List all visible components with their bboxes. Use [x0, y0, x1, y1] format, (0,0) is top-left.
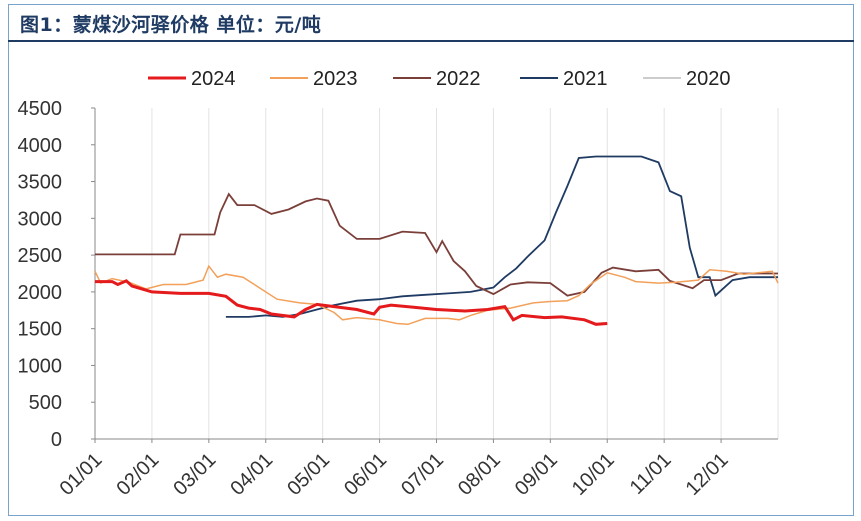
- x-tick-label: 10/01: [568, 449, 619, 500]
- y-tick-labels: 0 500 1000 1500 2000 2500 3000 3500 4000 4500: [18, 98, 95, 451]
- title-divider: [8, 40, 854, 42]
- y-tick-label: 500: [29, 392, 62, 414]
- y-tick-label: 2500: [18, 245, 63, 267]
- x-tick-label: 09/01: [511, 449, 562, 500]
- x-tick-label: 05/01: [283, 449, 334, 500]
- legend-label-2020: 2020: [686, 68, 731, 90]
- x-tick-label: 12/01: [682, 449, 733, 500]
- chart-frame: [8, 4, 854, 516]
- series-line-2024: [95, 279, 608, 326]
- y-tick-label: 1500: [18, 319, 63, 341]
- series-line-2022: [95, 192, 778, 297]
- y-tick-label: 4000: [18, 135, 63, 157]
- x-tick-labels: 01/01 02/01 03/01 04/01 05/01 06/01 07/01 08/01…: [56, 439, 733, 500]
- y-tick-label: 0: [51, 429, 62, 451]
- x-tick-label: 01/01: [56, 449, 107, 500]
- y-tick-label: 4500: [18, 98, 63, 120]
- gridlines: [94, 108, 779, 439]
- legend-label-2022: 2022: [436, 68, 481, 90]
- y-tick-label: 3500: [18, 172, 63, 194]
- x-tick-label: 06/01: [340, 449, 391, 500]
- series-line-2021: [225, 155, 778, 318]
- legend-label-2021: 2021: [563, 68, 608, 90]
- y-tick-label: 3000: [18, 208, 63, 230]
- x-tick-label: 08/01: [454, 449, 505, 500]
- x-tick-label: 04/01: [226, 449, 277, 500]
- x-tick-label: 03/01: [169, 449, 220, 500]
- y-tick-label: 1000: [18, 355, 63, 377]
- y-tick-label: 2000: [18, 282, 63, 304]
- x-tick-label: 07/01: [397, 449, 448, 500]
- x-tick-label: 11/01: [626, 449, 676, 499]
- page-title: 图1：蒙煤沙河驿价格 单位：元/吨: [20, 14, 322, 36]
- series-line-2023: [94, 264, 779, 326]
- legend-label-2023: 2023: [313, 68, 358, 90]
- series-lines: [94, 155, 779, 326]
- x-tick-label: 02/01: [112, 449, 163, 500]
- legend-label-2024: 2024: [191, 68, 236, 90]
- legend: 2024 2023 2022 2021 2020: [148, 68, 731, 90]
